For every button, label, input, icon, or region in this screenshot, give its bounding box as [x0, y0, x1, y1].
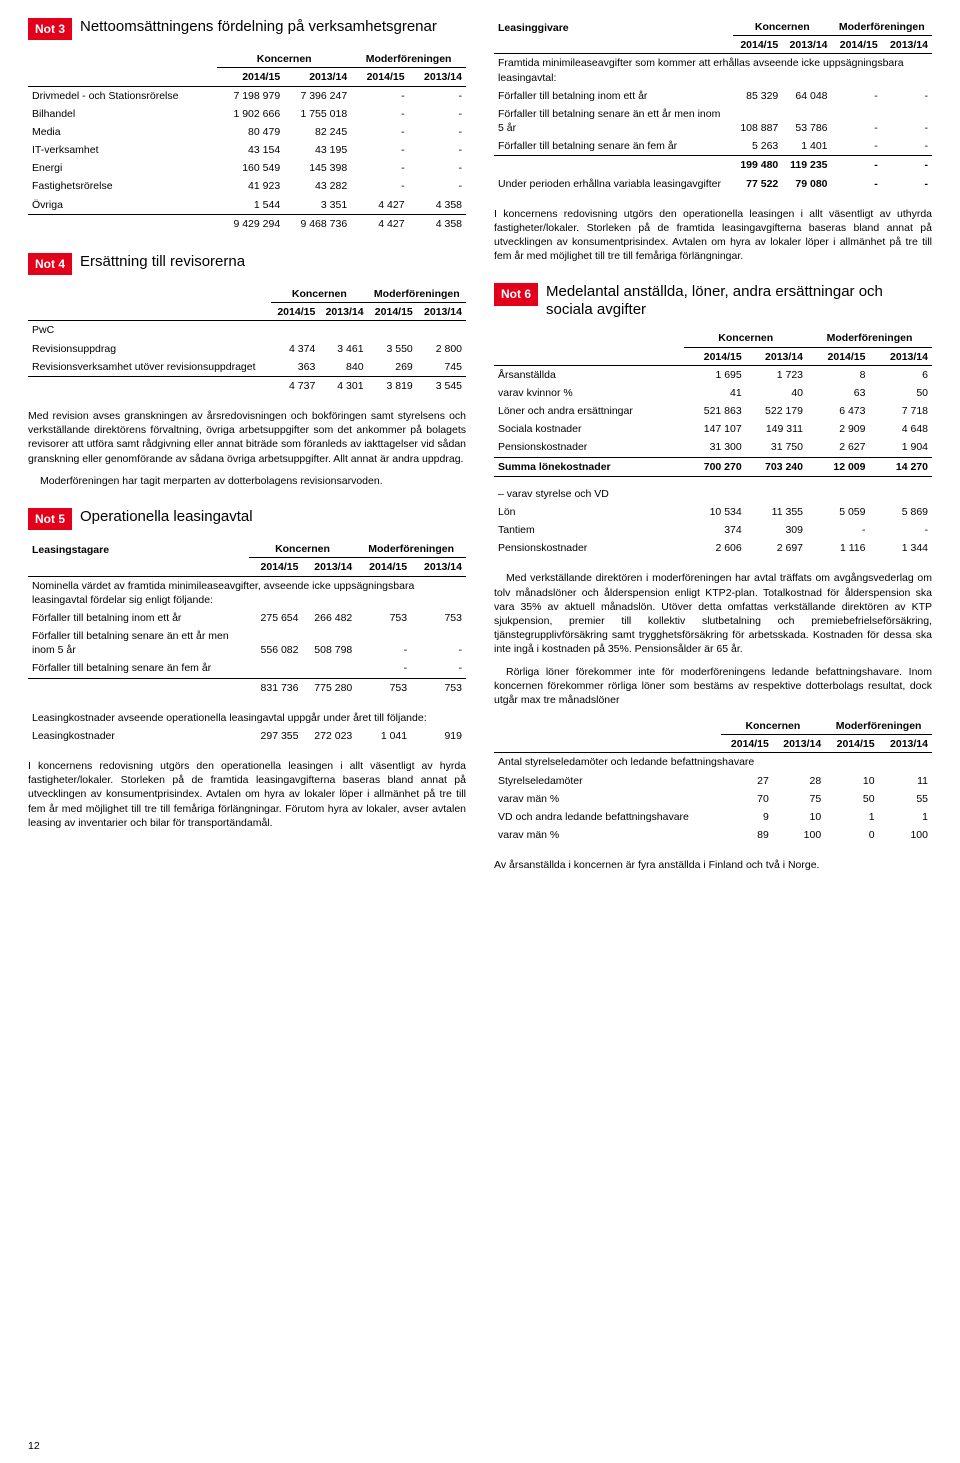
not5-header: Not 5 Operationella leasingavtal	[28, 508, 466, 530]
not4-header: Not 4 Ersättning till revisorerna	[28, 253, 466, 275]
table-row: Lön10 53411 3555 0595 869	[494, 503, 932, 521]
table-row: VD och andra ledande befattningshavare91…	[494, 808, 932, 826]
table-row: Styrelseledamöter27281011	[494, 772, 932, 790]
col-koncernen: Koncernen	[217, 50, 351, 68]
not4-badge: Not 4	[28, 253, 72, 275]
table-row: varav män %70755055	[494, 790, 932, 808]
table-row: Tantiem374309--	[494, 521, 932, 539]
not6-badge: Not 6	[494, 283, 538, 305]
table-total: 4 7374 3013 8193 545	[28, 376, 466, 395]
not6-paragraph-3: Av årsanställda i koncernen är fyra anst…	[494, 858, 932, 872]
table-row: Förfaller till betalning senare än fem å…	[28, 659, 466, 678]
page-number: 12	[28, 1439, 40, 1453]
table-row: Förfaller till betalning inom ett år275 …	[28, 609, 466, 627]
not5-lessee-table: Leasingstagare Koncernen Moderföreningen…	[28, 540, 466, 745]
not5b-paragraph: I koncernens redovisning utgörs den oper…	[494, 207, 932, 264]
not6-paragraph-1: Med verkställande direktören i moderföre…	[494, 571, 932, 656]
table-row: Förfaller till betalning inom ett år85 3…	[494, 87, 932, 105]
table-sum: Summa lönekostnader700 270703 24012 0091…	[494, 457, 932, 476]
not4-title: Ersättning till revisorerna	[80, 253, 245, 271]
table-row: Fastighetsrörelse41 92343 282--	[28, 177, 466, 195]
table-row: Löner och andra ersättningar521 863522 1…	[494, 402, 932, 420]
not6-title: Medelantal anställda, löner, andra ersät…	[546, 283, 918, 319]
not5-paragraph: I koncernens redovisning utgörs den oper…	[28, 759, 466, 830]
table-row: Årsanställda1 6951 72386	[494, 365, 932, 384]
not5-badge: Not 5	[28, 508, 72, 530]
not3-title: Nettoomsättningens fördelning på verksam…	[80, 18, 437, 36]
table-row: Energi160 549145 398--	[28, 159, 466, 177]
not3-table: Koncernen Moderföreningen 2014/15 2013/1…	[28, 50, 466, 233]
not3-header: Not 3 Nettoomsättningens fördelning på v…	[28, 18, 466, 40]
not5-lessor-table: Leasinggivare Koncernen Moderföreningen …	[494, 18, 932, 193]
table-total: 831 736775 280753753	[28, 678, 466, 697]
not5-title: Operationella leasingavtal	[80, 508, 253, 526]
table-row: IT-verksamhet43 15443 195--	[28, 141, 466, 159]
table-row: Revisionsverksamhet utöver revisionsuppd…	[28, 358, 466, 377]
not6-header: Not 6 Medelantal anställda, löner, andra…	[494, 283, 932, 319]
not4-paragraph-1: Med revision avses granskningen av årsre…	[28, 409, 466, 466]
not6-table-2: Koncernen Moderföreningen 2014/152013/14…	[494, 717, 932, 844]
table-row: Bilhandel1 902 6661 755 018--	[28, 105, 466, 123]
table-row: Media80 47982 245--	[28, 123, 466, 141]
not6-paragraph-2: Rörliga löner förekommer inte för moderf…	[494, 665, 932, 708]
table-row: Övriga1 5443 3514 4274 358	[28, 196, 466, 215]
not3-badge: Not 3	[28, 18, 72, 40]
col-moderforeningen: Moderföreningen	[351, 50, 466, 68]
table-row: Revisionsuppdrag4 3743 4613 5502 800	[28, 340, 466, 358]
table-row: Förfaller till betalning senare än ett å…	[494, 105, 932, 137]
table-total: 9 429 2949 468 7364 4274 358	[28, 214, 466, 233]
not4-table: Koncernen Moderföreningen 2014/152013/14…	[28, 285, 466, 395]
table-row: Sociala kostnader147 107149 3112 9094 64…	[494, 420, 932, 438]
table-row: varav män %891000100	[494, 826, 932, 844]
table-row: Pensionskostnader31 30031 7502 6271 904	[494, 438, 932, 457]
table-row: Pensionskostnader2 6062 6971 1161 344	[494, 539, 932, 557]
table-subtotal: 199 480119 235--	[494, 156, 932, 175]
table-row: Drivmedel - och Stationsrörelse7 198 979…	[28, 86, 466, 105]
table-row: Leasingkostnader297 355272 0231 041919	[28, 727, 466, 745]
table-row: varav kvinnor %41406350	[494, 384, 932, 402]
table-row: Förfaller till betalning senare än ett å…	[28, 627, 466, 659]
table-row: Under perioden erhållna variabla leasing…	[494, 175, 932, 193]
table-row: Förfaller till betalning senare än fem å…	[494, 137, 932, 156]
not6-table-1: Koncernen Moderföreningen 2014/152013/14…	[494, 329, 932, 557]
not4-paragraph-2: Moderföreningen har tagit merparten av d…	[28, 474, 466, 488]
